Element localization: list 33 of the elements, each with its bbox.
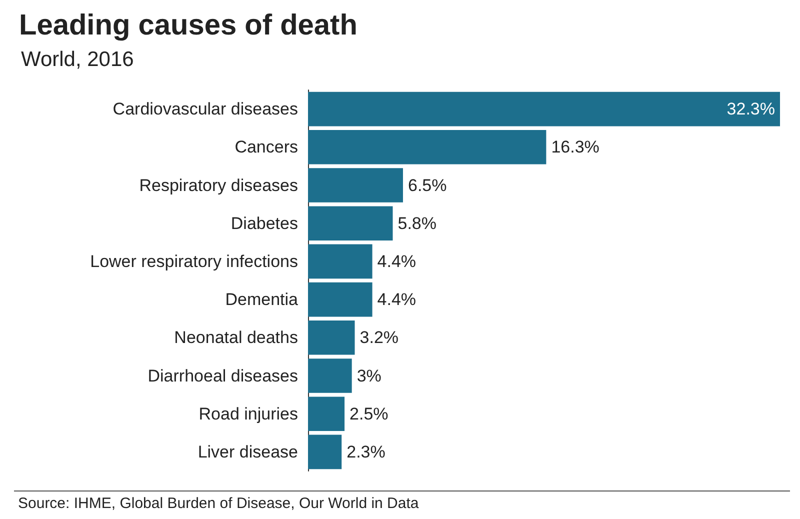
y-tick-label: Dementia [225, 290, 299, 310]
data-label: 5.8% [398, 214, 437, 233]
y-tick-label: Liver disease [198, 442, 298, 462]
data-label: 3% [356, 366, 382, 386]
data-label: 16.3% [551, 138, 600, 157]
y-tick-label: Cardiovascular diseases [112, 100, 298, 119]
y-tick-label: Respiratory diseases [139, 176, 298, 195]
bar [308, 320, 355, 355]
text: World, 2016 [21, 48, 134, 71]
y-tick-label: Cancers [234, 138, 298, 157]
data-label: 32.3% [726, 100, 775, 119]
y-tick-label: Diabetes [230, 214, 298, 233]
bar [308, 282, 372, 317]
bar [308, 206, 393, 240]
bar [308, 92, 780, 126]
data-label: 4.4% [377, 252, 416, 271]
y-tick-label: Neonatal deaths [174, 328, 298, 348]
bar [308, 358, 352, 393]
data-label: 2.3% [346, 442, 386, 462]
bar [308, 396, 345, 431]
y-tick-label: Diarrhoeal diseases [148, 366, 298, 386]
bar [308, 168, 403, 202]
data-label: 6.5% [408, 176, 447, 195]
source-note: Source: IHME, Global Burden of Disease, Our World in Data [18, 495, 420, 512]
chart-title: Leading causes of death [19, 10, 358, 42]
bar [308, 244, 372, 279]
bar [308, 434, 342, 470]
y-tick-label: Road injuries [198, 404, 298, 424]
bar [308, 130, 546, 164]
y-tick-label: Lower respiratory infections [90, 252, 298, 271]
data-label: 3.2% [360, 328, 399, 348]
data-label: 4.4% [377, 290, 416, 310]
data-label: 2.5% [350, 404, 388, 424]
